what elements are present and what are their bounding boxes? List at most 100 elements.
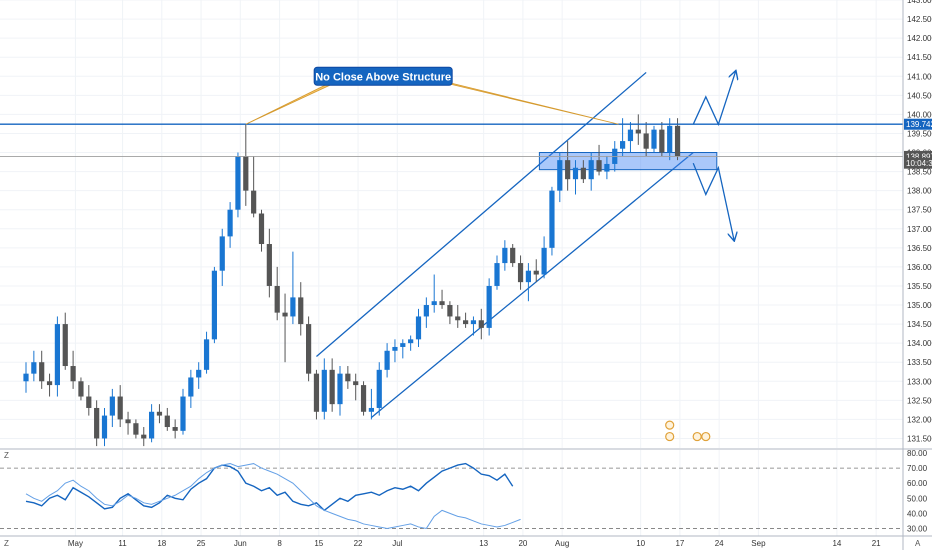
price-tick-label: 140.000 <box>907 110 932 119</box>
candle-down <box>478 320 484 328</box>
candle-down <box>596 160 602 172</box>
candles-layer <box>23 114 681 447</box>
candle-up <box>525 270 531 283</box>
price-badge-label: 10:04:35 <box>906 159 932 168</box>
grid <box>0 0 903 536</box>
candle-down <box>674 125 681 157</box>
price-tick-label: 136.500 <box>907 244 932 253</box>
candle-down <box>78 381 84 397</box>
candle-up <box>502 247 508 264</box>
event-marker-icon <box>692 431 702 442</box>
candle-up <box>368 407 374 412</box>
candle-down <box>463 320 469 325</box>
candle-down <box>125 419 131 424</box>
candle-up <box>376 369 382 408</box>
candle-down <box>243 156 249 191</box>
candle-down <box>306 324 312 374</box>
channel-upper-line <box>316 71 647 357</box>
candle-up <box>211 270 217 340</box>
price-badge <box>904 118 932 130</box>
bullish-projection-arrow <box>692 71 735 127</box>
candle-down <box>94 407 100 439</box>
price-tick-label: 134.000 <box>907 339 932 348</box>
candle-up <box>620 141 626 149</box>
candle-down <box>635 129 641 134</box>
oscillator-tick-label: 70.00 <box>907 464 928 473</box>
price-tick-label: 134.500 <box>907 320 932 329</box>
time-tick-label: 18 <box>157 539 166 548</box>
corner-label-bottom: Z <box>4 539 9 548</box>
price-tick-label: 142.500 <box>907 15 932 24</box>
candle-down <box>266 244 272 286</box>
candle-up <box>541 247 547 275</box>
price-tick-label: 142.000 <box>907 34 932 43</box>
candle-down <box>251 190 257 214</box>
candle-down <box>353 381 359 386</box>
candle-down <box>510 247 516 264</box>
time-tick-label: 25 <box>197 539 206 548</box>
price-tick-label: 137.500 <box>907 206 932 215</box>
candle-up <box>667 125 673 153</box>
candle-down <box>164 415 170 428</box>
time-tick-label: Sep <box>751 539 766 548</box>
candle-up <box>627 129 634 142</box>
candle-down <box>258 213 265 245</box>
candle-down <box>439 301 445 306</box>
candle-down <box>329 369 335 405</box>
candle-up <box>572 167 579 180</box>
price-tick-label: 136.000 <box>907 263 932 272</box>
candle-up <box>423 305 429 317</box>
candle-up <box>196 369 202 378</box>
price-tick-label: 135.000 <box>907 301 932 310</box>
candle-down <box>643 133 649 149</box>
candle-down <box>533 270 539 275</box>
candle-down <box>580 167 586 180</box>
oscillator-pane <box>0 462 903 530</box>
price-tick-label: 132.000 <box>907 415 932 424</box>
price-tick-label: 133.500 <box>907 358 932 367</box>
candle-up <box>400 343 406 347</box>
oscillator-tick-label: 40.00 <box>907 509 928 518</box>
time-tick-label: Jun <box>234 539 247 548</box>
oscillator-tick-label: 80.00 <box>907 449 928 458</box>
event-marker-icon <box>665 431 675 442</box>
candle-up <box>549 190 555 248</box>
candle-down <box>565 160 571 180</box>
channel-lower-line <box>370 152 694 418</box>
candle-down <box>156 411 163 416</box>
candle-down <box>62 324 68 367</box>
time-tick-label: 14 <box>832 539 841 548</box>
price-tick-label: 143.000 <box>907 0 932 5</box>
candle-up <box>415 316 422 340</box>
candle-down <box>345 373 351 382</box>
candle-down <box>517 263 524 283</box>
price-tick-label: 141.000 <box>907 72 932 81</box>
candle-up <box>227 209 233 237</box>
candle-up <box>109 396 115 416</box>
candle-up <box>23 373 29 382</box>
candle-down <box>86 396 92 408</box>
price-badge-label: 138.897 <box>906 152 932 161</box>
time-tick-label: 11 <box>118 539 127 548</box>
candle-up <box>31 362 37 374</box>
candle-up <box>180 396 186 431</box>
oscillator-tick-label: 60.00 <box>907 479 928 488</box>
time-tick-label: 21 <box>872 539 881 548</box>
event-marker-icon <box>701 431 711 442</box>
time-tick-label: May <box>68 539 83 548</box>
candle-up <box>203 339 210 370</box>
candle-up <box>651 129 657 149</box>
candle-down <box>46 381 53 386</box>
time-tick-label: 13 <box>479 539 488 548</box>
candle-up <box>290 297 296 317</box>
candle-up <box>494 263 500 286</box>
candle-up <box>392 346 398 351</box>
price-tick-label: 132.500 <box>907 396 932 405</box>
candle-down <box>141 434 147 439</box>
time-tick-label: Jul <box>392 539 402 548</box>
candle-down <box>455 316 461 321</box>
price-tick-label: 140.500 <box>907 91 932 100</box>
candle-up <box>557 160 563 191</box>
